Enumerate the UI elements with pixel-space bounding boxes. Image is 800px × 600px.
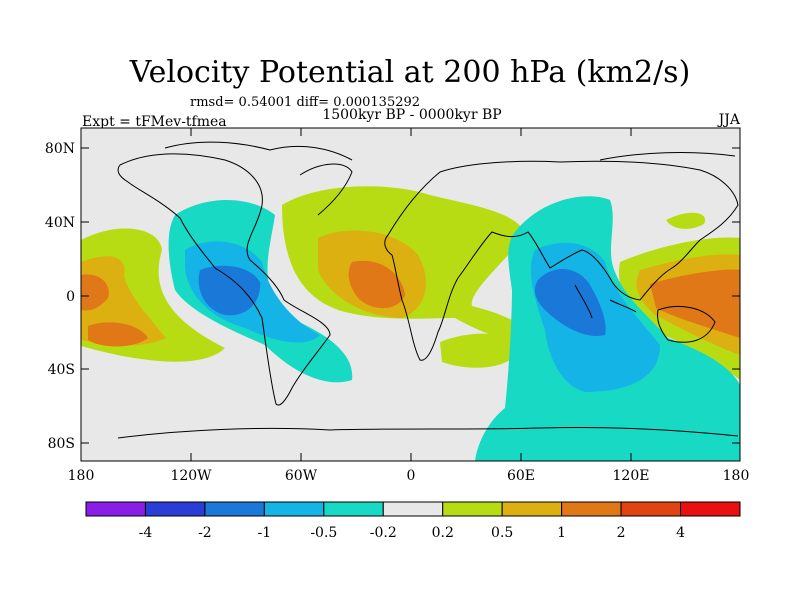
coastlines xyxy=(117,141,739,439)
colorbar-swatch xyxy=(561,501,622,517)
lat-label-80n: 80N xyxy=(45,141,75,157)
colorbar-swatch xyxy=(442,501,503,517)
colorbar-swatch xyxy=(323,501,384,517)
season-label: JJA xyxy=(717,112,741,128)
colorbar-label: 1 xyxy=(557,525,566,541)
colorbar-swatch xyxy=(620,501,682,517)
experiment-label: Expt = tFMev-tfmea xyxy=(82,114,227,130)
colorbar-swatch xyxy=(501,501,563,517)
lon-label-0: 0 xyxy=(407,468,416,484)
colorbar-swatch xyxy=(382,501,444,517)
colorbar-label: 4 xyxy=(676,525,685,541)
longitude-labels: 180 120W 60W 0 60E 120E 180 xyxy=(68,468,750,484)
contour-positive-1 xyxy=(81,260,740,347)
lat-label-40n: 40N xyxy=(45,215,75,231)
lat-label-40s: 40S xyxy=(48,362,75,378)
stats-label: rmsd= 0.54001 diff= 0.000135292 xyxy=(190,95,420,110)
colorbar-swatch xyxy=(144,501,206,517)
colorbar-swatches xyxy=(85,501,741,517)
colorbar-labels: -4 -2 -1 -0.5 -0.2 0.2 0.5 1 2 4 xyxy=(139,525,685,541)
latitude-labels: 80N 40N 0 40S 80S xyxy=(45,141,75,452)
colorbar-label: -1 xyxy=(258,525,272,541)
colorbar-label: -2 xyxy=(198,525,212,541)
colorbar-label: 2 xyxy=(617,525,626,541)
colorbar-label: 0.2 xyxy=(432,525,454,541)
lon-label-180e: 180 xyxy=(723,468,750,484)
lon-label-120e: 120E xyxy=(613,468,650,484)
colorbar-label: -4 xyxy=(139,525,153,541)
map-title: Velocity Potential at 200 hPa (km2/s) xyxy=(129,55,691,90)
period-label: 1500kyr BP - 0000kyr BP xyxy=(322,107,501,123)
lon-label-60w: 60W xyxy=(285,468,318,484)
lat-label-80s: 80S xyxy=(48,436,75,452)
colorbar-swatch xyxy=(204,501,265,517)
axis-ticks xyxy=(81,128,740,461)
colorbar-label: -0.5 xyxy=(310,525,337,541)
contour-negative-1 xyxy=(198,265,606,336)
colorbar-label: 0.5 xyxy=(491,525,513,541)
colorbar-swatch xyxy=(680,501,741,517)
lon-label-180w: 180 xyxy=(68,468,95,484)
colorbar-swatch xyxy=(85,501,146,517)
colorbar-swatch xyxy=(263,501,325,517)
colorbar: -4 -2 -1 -0.5 -0.2 0.2 0.5 1 2 4 xyxy=(85,501,741,541)
colorbar-label: -0.2 xyxy=(370,525,397,541)
lon-label-120w: 120W xyxy=(170,468,212,484)
lat-label-eq: 0 xyxy=(66,289,75,305)
lon-label-60e: 60E xyxy=(507,468,535,484)
map-panel xyxy=(81,128,740,461)
